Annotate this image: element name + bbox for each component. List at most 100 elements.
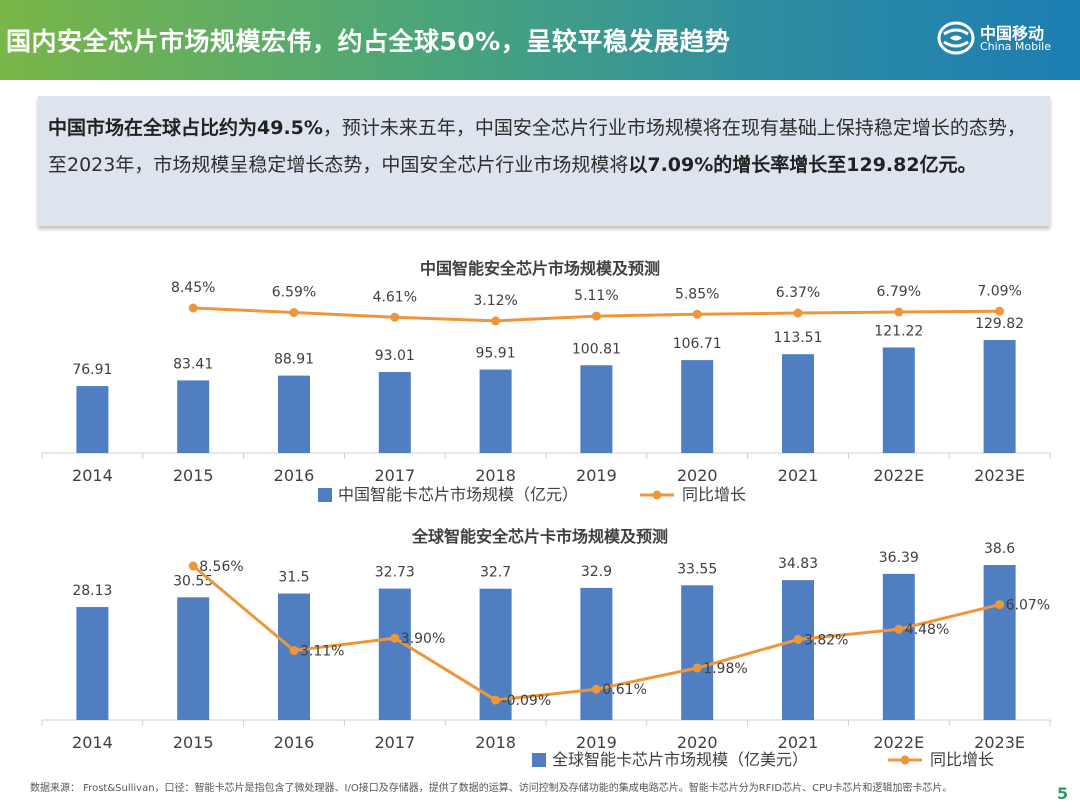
global-bar: [278, 593, 310, 720]
china-chart-svg: 中国智能安全芯片市场规模及预测 76.91 2014 83.41 2015 88.91 20…: [41, 259, 1051, 504]
china-tick-label: 2016: [274, 466, 315, 485]
global-bar: [882, 573, 915, 720]
china-bar: [177, 380, 210, 453]
china-growth-label: 8.45%: [171, 280, 215, 296]
summary-bold-share: 中国市场在全球占比约为49.5%: [48, 117, 323, 139]
china-growth-point: [591, 311, 601, 321]
china-growth-point: [390, 312, 400, 322]
global-bar-label: 34.83: [778, 556, 818, 572]
china-growth-point: [289, 308, 299, 318]
global-growth-point: [894, 624, 904, 634]
global-bar: [76, 607, 109, 720]
china-growth-point: [188, 303, 198, 313]
china-bar-label: 121.22: [874, 323, 923, 339]
global-tick-label: 2020: [677, 733, 718, 752]
global-legend-bar-label: 全球智能卡芯片市场规模（亿美元）: [552, 750, 808, 769]
global-tick-label: 2019: [576, 733, 617, 752]
header-banner: 国内安全芯片市场规模宏伟，约占全球50%，呈较平稳发展趋势 中国移动 China…: [0, 0, 1080, 80]
china-growth-label: 3.12%: [473, 293, 517, 309]
china-growth-label: 6.79%: [877, 284, 921, 300]
china-bar: [681, 360, 714, 453]
china-mobile-logo-icon: [937, 21, 975, 55]
summary-body: ，预计未来五年，中国安全芯片行业市场规模将在现有基础上保持稳定增长的态势，至20…: [48, 117, 1026, 176]
china-bar-label: 106.71: [673, 336, 722, 352]
china-bar: [882, 347, 915, 453]
global-tick-label: 2023E: [974, 733, 1025, 752]
global-growth-label: 0.61%: [602, 682, 646, 698]
china-bar-label: 88.91: [274, 352, 314, 368]
china-growth-point: [692, 309, 702, 319]
china-growth-point: [995, 306, 1005, 316]
global-growth-label: 4.48%: [905, 622, 949, 638]
china-bar-label: 83.41: [173, 356, 213, 372]
global-legend-line-label: 同比增长: [930, 750, 994, 769]
global-tick-label: 2015: [173, 733, 214, 752]
summary-box: 中国市场在全球占比约为49.5%，预计未来五年，中国安全芯片行业市场规模将在现有…: [38, 96, 1050, 226]
china-tick-label: 2017: [374, 466, 415, 485]
global-growth-label: 8.56%: [199, 559, 243, 575]
china-bar: [983, 340, 1016, 453]
global-tick-label: 2017: [374, 733, 415, 752]
global-bar: [580, 587, 613, 720]
global-bar-label: 32.73: [375, 565, 415, 581]
global-chart-svg: 全球智能安全芯片卡市场规模及预测 28.13 2014 30.55 2015 31.5 20…: [41, 527, 1051, 769]
global-growth-point: [289, 645, 299, 655]
china-tick-label: 2015: [173, 466, 214, 485]
global-growth-label: 1.98%: [703, 661, 747, 677]
china-growth-point: [491, 316, 501, 326]
china-growth-label: 5.85%: [675, 286, 719, 302]
summary-text: 中国市场在全球占比约为49.5%，预计未来五年，中国安全芯片行业市场规模将在现有…: [48, 110, 1043, 184]
china-bar: [378, 372, 411, 453]
china-growth-label: 4.61%: [373, 289, 417, 305]
china-legend-line-label: 同比增长: [682, 485, 746, 504]
global-bar: [681, 585, 714, 720]
china-chart: 中国智能安全芯片市场规模及预测 76.91 2014 83.41 2015 88.91 20…: [0, 250, 1080, 515]
global-growth-point: [995, 600, 1005, 610]
global-growth-point: [793, 634, 803, 644]
china-growth-label: 5.11%: [574, 288, 618, 304]
china-chart-title: 中国智能安全芯片市场规模及预测: [420, 259, 660, 278]
global-chart: 全球智能安全芯片卡市场规模及预测 28.13 2014 30.55 2015 31.5 20…: [0, 518, 1080, 780]
global-growth-label: 3.11%: [300, 643, 344, 659]
china-growth-label: 6.59%: [272, 285, 316, 301]
logo-text-cn: 中国移动: [980, 24, 1045, 43]
china-growth-label: 7.09%: [977, 283, 1021, 299]
global-bar-label: 32.9: [581, 564, 612, 580]
china-bar-label: 76.91: [72, 362, 112, 378]
china-tick-label: 2019: [576, 466, 617, 485]
global-growth-point: [491, 695, 501, 705]
china-tick-label: 2022E: [873, 466, 924, 485]
global-tick-label: 2016: [274, 733, 315, 752]
china-growth-point: [894, 307, 904, 317]
china-legend-bar-swatch: [318, 488, 332, 502]
global-growth-point: [188, 561, 198, 571]
china-bar: [278, 375, 310, 453]
china-bar-label: 100.81: [572, 341, 621, 357]
china-growth-point: [793, 308, 803, 318]
global-bar-label: 36.39: [879, 550, 919, 566]
global-tick-label: 2018: [475, 733, 516, 752]
china-legend-line-marker: [652, 490, 662, 500]
china-tick-label: 2014: [72, 466, 113, 485]
global-bar-label: 28.13: [72, 583, 112, 599]
china-tick-label: 2020: [677, 466, 718, 485]
global-chart-title: 全球智能安全芯片卡市场规模及预测: [411, 527, 668, 546]
china-bar-label: 129.82: [975, 316, 1024, 332]
global-growth-point: [390, 633, 400, 643]
global-legend-bar-swatch: [532, 753, 546, 767]
global-tick-label: 2022E: [873, 733, 924, 752]
global-bar-label: 38.6: [984, 541, 1015, 557]
global-growth-label: 3.82%: [804, 632, 848, 648]
global-legend-line-marker: [900, 755, 910, 765]
global-growth-label: 6.07%: [1006, 598, 1050, 614]
china-tick-label: 2023E: [974, 466, 1025, 485]
china-mobile-logo: 中国移动 China Mobile: [936, 18, 1076, 62]
china-growth-label: 6.37%: [776, 285, 820, 301]
footnote: 数据来源： Frost&Sullivan，口径：智能卡芯片是指包含了微处理器、I…: [30, 783, 953, 794]
global-tick-label: 2021: [778, 733, 819, 752]
global-bar: [782, 580, 814, 720]
china-tick-label: 2021: [778, 466, 819, 485]
global-bar: [378, 588, 411, 720]
global-growth-label: 3.90%: [401, 631, 445, 647]
page-number: 5: [1057, 784, 1069, 803]
